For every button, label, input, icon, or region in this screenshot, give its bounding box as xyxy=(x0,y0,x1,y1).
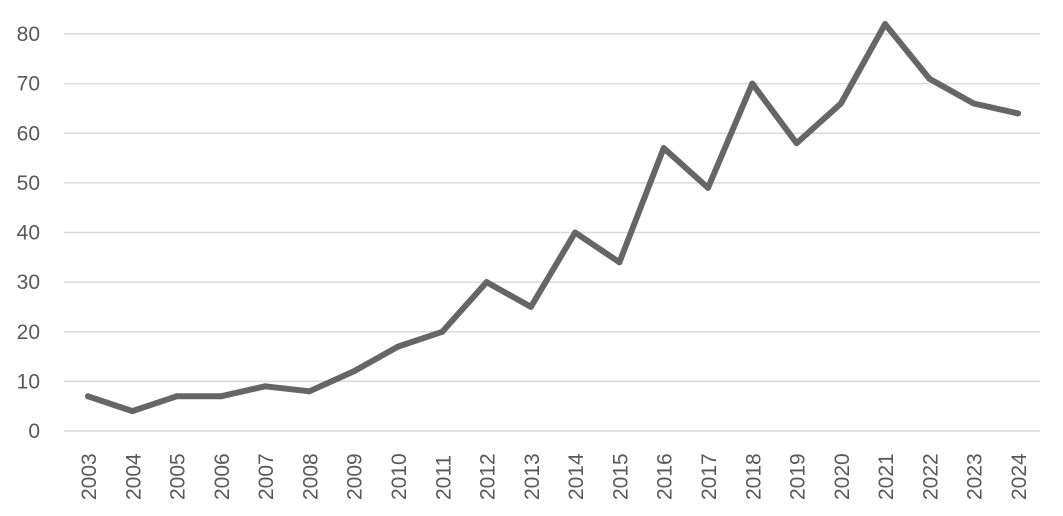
data-point-2013 xyxy=(527,303,534,310)
data-point-2012 xyxy=(483,279,490,286)
data-point-2003 xyxy=(85,393,91,400)
x-axis-ticks: 2003 2004 2005 2006 2007 2008 2009 2010 2011 2012… xyxy=(78,453,1031,500)
data-point-2020 xyxy=(837,100,844,107)
data-point-2005 xyxy=(173,393,180,400)
y-tick-label-0: 0 xyxy=(28,420,40,443)
x-tick-label-2008: 2008 xyxy=(299,453,322,500)
x-tick-label-2013: 2013 xyxy=(521,453,544,500)
x-tick-label-2017: 2017 xyxy=(698,453,721,500)
data-point-2017 xyxy=(705,184,711,191)
series-layer xyxy=(85,21,1021,415)
x-tick-label-2005: 2005 xyxy=(167,453,190,500)
data-point-2023 xyxy=(970,100,977,107)
data-point-2016 xyxy=(660,145,667,152)
y-tick-label-70: 70 xyxy=(17,73,40,96)
data-point-2009 xyxy=(350,368,357,375)
gridlines xyxy=(64,33,1040,432)
x-tick-label-2020: 2020 xyxy=(831,453,854,500)
y-axis-ticks: 0 10 20 30 40 50 60 70 80 xyxy=(17,23,40,443)
y-tick-label-20: 20 xyxy=(17,321,40,344)
x-tick-label-2015: 2015 xyxy=(609,453,632,500)
y-tick-label-50: 50 xyxy=(17,172,40,195)
data-point-2006 xyxy=(217,393,224,400)
x-tick-label-2018: 2018 xyxy=(742,453,765,500)
data-point-2004 xyxy=(129,408,136,415)
x-tick-label-2006: 2006 xyxy=(211,453,234,500)
data-point-2019 xyxy=(793,140,800,147)
data-point-2018 xyxy=(749,80,756,87)
x-tick-label-2009: 2009 xyxy=(344,453,367,500)
data-point-2021 xyxy=(882,21,889,28)
series-line-0 xyxy=(85,21,1021,415)
x-tick-label-2012: 2012 xyxy=(477,453,500,500)
x-tick-label-2023: 2023 xyxy=(964,453,987,500)
y-tick-label-60: 60 xyxy=(17,122,40,145)
x-tick-label-2019: 2019 xyxy=(787,453,810,500)
x-tick-label-2004: 2004 xyxy=(122,453,145,500)
x-tick-label-2010: 2010 xyxy=(388,453,411,500)
y-tick-label-10: 10 xyxy=(17,370,40,393)
x-tick-label-2003: 2003 xyxy=(78,453,101,500)
data-point-2022 xyxy=(926,75,933,82)
y-tick-label-30: 30 xyxy=(17,271,40,294)
x-tick-label-2024: 2024 xyxy=(1008,453,1031,500)
x-tick-label-2016: 2016 xyxy=(654,453,677,500)
data-point-2014 xyxy=(572,229,579,236)
x-tick-label-2011: 2011 xyxy=(432,455,455,500)
data-point-2024 xyxy=(1015,110,1021,117)
x-tick-label-2022: 2022 xyxy=(919,453,942,500)
y-tick-label-80: 80 xyxy=(17,23,40,46)
data-point-2010 xyxy=(395,343,401,350)
data-point-2007 xyxy=(262,383,269,390)
x-tick-label-2021: 2021 xyxy=(875,453,898,500)
x-tick-label-2014: 2014 xyxy=(565,453,588,500)
x-tick-label-2007: 2007 xyxy=(255,453,278,500)
y-tick-label-40: 40 xyxy=(17,222,40,245)
data-point-2008 xyxy=(306,388,313,395)
data-point-2011 xyxy=(439,328,446,335)
data-point-2015 xyxy=(616,259,623,266)
